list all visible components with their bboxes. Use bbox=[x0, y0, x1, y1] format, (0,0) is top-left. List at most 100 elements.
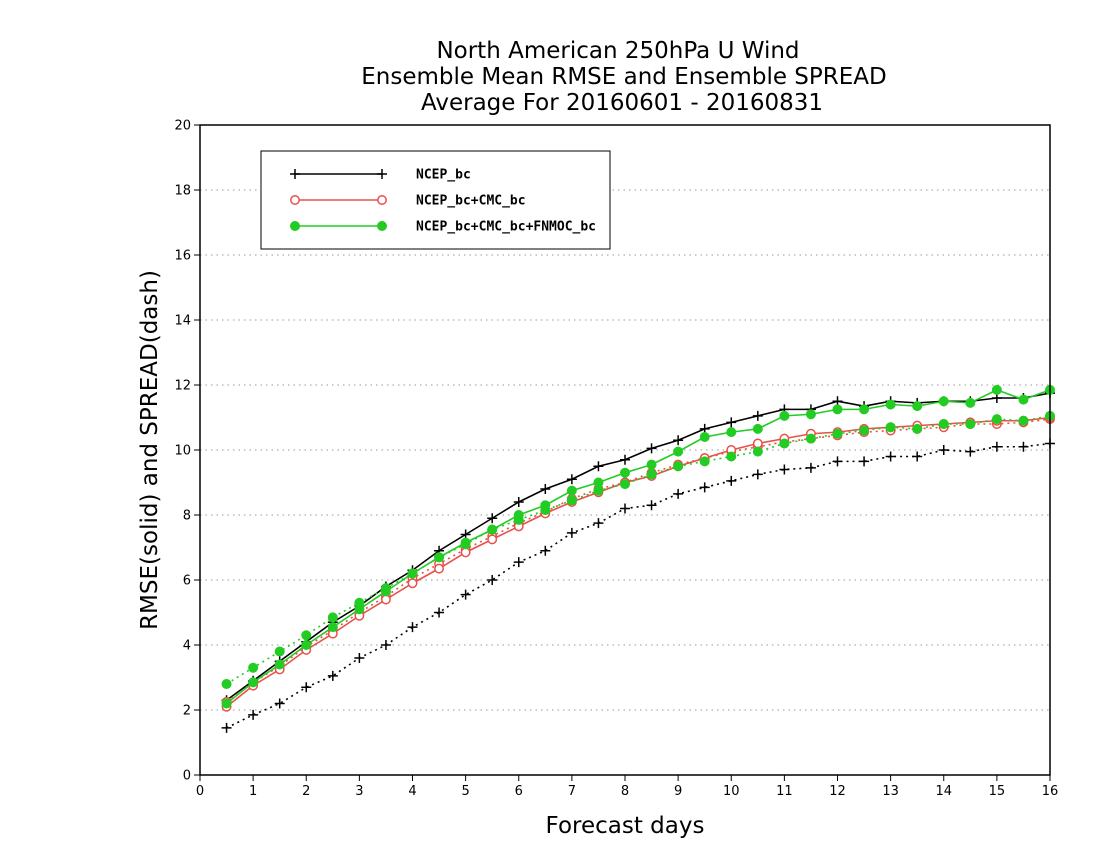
series-1-rmse-point bbox=[673, 435, 684, 446]
x-tick-label: 8 bbox=[621, 784, 629, 799]
legend-marker-3 bbox=[290, 221, 300, 231]
series-1-spread-point bbox=[885, 451, 896, 462]
series-1-spread-point bbox=[248, 709, 259, 720]
series-3-rmse-point bbox=[1018, 394, 1029, 405]
series-1-spread-line bbox=[226, 442, 1051, 729]
series-3-spread-point bbox=[779, 438, 790, 449]
series-3-rmse-point bbox=[434, 552, 445, 563]
series-3-rmse-point bbox=[221, 698, 232, 709]
series-1-spread-point bbox=[646, 500, 657, 511]
series-3-rmse-point bbox=[699, 432, 710, 442]
series-1-spread-point bbox=[1018, 441, 1029, 452]
series-3-rmse-point bbox=[540, 500, 551, 511]
series-3-spread-point bbox=[859, 425, 870, 436]
series-1-rmse-point bbox=[620, 454, 630, 465]
legend-marker-3 bbox=[377, 221, 387, 231]
series-3-rmse-point bbox=[859, 404, 870, 415]
series-1-spread-point bbox=[673, 488, 684, 499]
legend-marker-2 bbox=[377, 195, 387, 205]
series-3-spread-point bbox=[991, 414, 1002, 425]
series-1-spread-point bbox=[752, 469, 763, 480]
series-3-rmse-point bbox=[566, 485, 577, 496]
series-3-spread-point bbox=[248, 662, 259, 673]
x-tick-label: 2 bbox=[302, 784, 310, 799]
series-3-spread-point bbox=[1018, 415, 1029, 426]
y-tick-label: 6 bbox=[183, 574, 191, 589]
series-3-rmse-point bbox=[593, 477, 604, 488]
series-3-rmse-point bbox=[327, 622, 338, 633]
series-2-rmse-point bbox=[460, 547, 471, 558]
plot-frame bbox=[199, 124, 1051, 776]
series-2-rmse-point bbox=[380, 594, 391, 605]
series-3-rmse-point bbox=[248, 677, 259, 688]
series-3-spread-point bbox=[832, 428, 843, 439]
series-3-rmse-point bbox=[938, 396, 949, 407]
series-1-rmse-point bbox=[646, 443, 657, 454]
series-3-rmse-point bbox=[380, 586, 391, 597]
series-1-rmse-point bbox=[513, 497, 524, 507]
series-3-rmse-point bbox=[274, 659, 285, 670]
series-3-spread-point bbox=[885, 422, 896, 433]
series-1-spread-point bbox=[912, 451, 923, 462]
y-axis-ticks: 0 2 4 6 8 10 12 14 16 18 20 bbox=[174, 119, 200, 784]
x-tick-label: 5 bbox=[461, 784, 469, 799]
series-3-rmse-point bbox=[832, 404, 843, 415]
series-1-spread-point bbox=[779, 464, 790, 475]
series-1-spread-point bbox=[460, 589, 471, 600]
x-tick-label: 3 bbox=[355, 784, 363, 799]
series-3-spread-point bbox=[752, 446, 763, 457]
legend-marker-1 bbox=[377, 169, 387, 179]
series-3-spread-line bbox=[226, 415, 1051, 685]
x-tick-label: 10 bbox=[723, 784, 740, 799]
legend-marker-2 bbox=[290, 195, 300, 205]
series-1-spread-point bbox=[221, 722, 232, 733]
series-1-spread-point bbox=[407, 622, 418, 633]
series-3-spread-point bbox=[274, 646, 285, 657]
series-3-rmse-point bbox=[885, 399, 896, 410]
series-1-spread-point bbox=[354, 653, 365, 663]
series-1-rmse-point bbox=[752, 410, 763, 421]
y-tick-label: 12 bbox=[174, 379, 191, 394]
series-3-spread-point bbox=[699, 456, 710, 467]
series-3-rmse-point bbox=[779, 410, 790, 421]
series-1-spread-point bbox=[566, 527, 577, 538]
x-axis-ticks: 0 1 2 3 4 5 6 7 8 9 10 11 12 13 14 15 16 bbox=[196, 775, 1058, 799]
series-3-rmse-point bbox=[620, 467, 630, 478]
grid-lines bbox=[200, 189, 1050, 711]
series-1-spread-point bbox=[274, 698, 285, 709]
series-3-spread-point bbox=[327, 612, 338, 623]
series-1-spread-point bbox=[991, 441, 1002, 452]
legend: NCEP_bc NCEP_bc+CMC_bc NCEP_bc+CMC_bc+FNMO… bbox=[260, 150, 611, 250]
series-2-rmse-point bbox=[487, 534, 498, 545]
series-3-rmse-point bbox=[487, 524, 498, 535]
series-3-rmse-point bbox=[301, 640, 312, 650]
series-1-spread-point bbox=[380, 640, 391, 650]
x-tick-label: 11 bbox=[776, 784, 793, 799]
x-tick-label: 13 bbox=[882, 784, 899, 799]
x-tick-label: 14 bbox=[935, 784, 952, 799]
legend-label-3: NCEP_bc+CMC_bc+FNMOC_bc bbox=[416, 220, 596, 235]
y-tick-label: 20 bbox=[174, 119, 191, 134]
series-1-rmse-point bbox=[566, 474, 577, 485]
series-3-rmse-point bbox=[407, 568, 418, 579]
series-1-spread-point bbox=[327, 670, 338, 681]
series-3-spread-point bbox=[912, 423, 923, 434]
series-1-spread-point bbox=[805, 462, 816, 473]
x-tick-label: 4 bbox=[408, 784, 416, 799]
x-tick-label: 6 bbox=[515, 784, 523, 799]
series-1-spread-point bbox=[938, 445, 949, 455]
series-3-spread-point bbox=[805, 433, 816, 444]
series-3-spread-point bbox=[726, 451, 737, 462]
series-3-rmse-point bbox=[965, 397, 976, 408]
series-3-rmse-point bbox=[912, 401, 923, 412]
series-2-rmse-point bbox=[434, 563, 445, 574]
series-1-spread-point bbox=[301, 682, 312, 693]
series-3-spread-point bbox=[938, 419, 949, 429]
series-1-spread-point bbox=[593, 518, 604, 529]
series-1-rmse-point bbox=[487, 513, 498, 524]
series-1-rmse-line bbox=[226, 392, 1051, 701]
x-tick-label: 1 bbox=[249, 784, 257, 799]
series-1-spread-point bbox=[859, 456, 870, 467]
series-1-rmse-point bbox=[726, 417, 737, 428]
series-layer bbox=[221, 384, 1055, 733]
